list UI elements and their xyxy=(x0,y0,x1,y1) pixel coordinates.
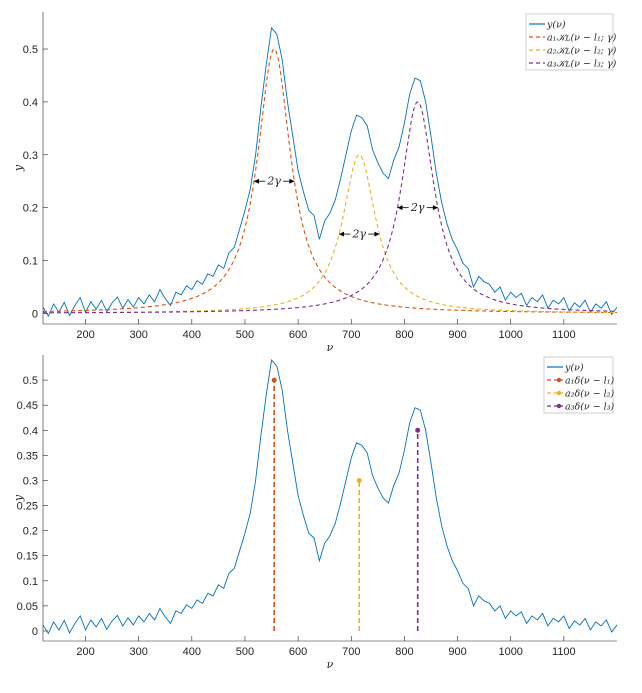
y-tick-label: 0.3 xyxy=(23,150,38,162)
legend-entry-1: y(ν) xyxy=(564,363,584,374)
fwhm-annotation-1: 2γ xyxy=(253,175,295,188)
legend-entry-2: a₁δ(ν − l₁) xyxy=(565,376,615,387)
x-tick-label: 500 xyxy=(236,646,254,658)
data-line xyxy=(43,358,617,635)
legend-marker-4 xyxy=(556,403,562,409)
legend-entry-1: y(ν) xyxy=(546,20,566,31)
fwhm-annotation-2: 2γ xyxy=(339,228,380,241)
x-tick-label: 700 xyxy=(342,329,360,341)
y-tick-label: 0.25 xyxy=(17,501,38,513)
x-tick-label: 1000 xyxy=(498,646,522,658)
x-tick-label: 800 xyxy=(395,646,413,658)
legend-entry-3: a₂𝒦ʟ(ν − l₂; γ) xyxy=(547,46,617,57)
y-tick-label: 0.15 xyxy=(17,551,38,563)
legend-entry-3: a₂δ(ν − l₂) xyxy=(565,389,615,400)
plot-area: 2γ 2γ 2γ xyxy=(43,26,617,318)
arrow-head-right xyxy=(432,205,438,211)
y-tick-label: 0.1 xyxy=(23,576,38,588)
legend-entry-4: a₃δ(ν − l₃) xyxy=(565,402,615,413)
x-tick-label: 1000 xyxy=(498,329,522,341)
stem-marker-3 xyxy=(415,427,421,433)
plot-area xyxy=(43,358,617,635)
axes-1: 2γ 2γ 2γ 200 300 400 500 600 700 800 900 1000 1100 0 0… xyxy=(12,12,617,354)
x-tick-label: 1100 xyxy=(552,646,576,658)
legend: y(ν) a₁𝒦ʟ(ν − l₁; γ) a₂𝒦ʟ(ν − l₂; γ) a₃𝒦ʟ(ν… xyxy=(525,13,617,71)
arrow-head-left xyxy=(397,205,403,211)
y-tick-label: 0.05 xyxy=(17,601,38,613)
annotation-label: 2γ xyxy=(266,175,281,188)
lorentzian-component-3 xyxy=(43,101,617,314)
fwhm-annotation-3: 2γ xyxy=(397,201,438,214)
legend-entry-2: a₁𝒦ʟ(ν − l₁; γ) xyxy=(547,33,617,44)
x-tick-label: 700 xyxy=(342,646,360,658)
legend-entry-4: a₃𝒦ʟ(ν − l₃; γ) xyxy=(547,59,617,70)
y-tick-label: 0.3 xyxy=(23,475,38,487)
stem-marker-1 xyxy=(271,377,277,383)
annotation-label: 2γ xyxy=(410,201,425,214)
y-tick-label: 0.1 xyxy=(23,256,38,268)
y-tick-label: 0 xyxy=(32,308,38,320)
arrow-head-right xyxy=(374,231,380,237)
legend-box xyxy=(543,356,614,414)
y-tick-label: 0.5 xyxy=(23,375,38,387)
legend: y(ν) a₁δ(ν − l₁) a₂δ(ν − l₂) a₃δ(ν − l₃) xyxy=(543,356,615,414)
y-tick-label: 0.4 xyxy=(23,425,38,437)
x-tick-label: 600 xyxy=(289,329,307,341)
y-tick-label: 0.35 xyxy=(17,450,38,462)
y-tick-label: 0.2 xyxy=(23,203,38,215)
y-tick-label: 0.2 xyxy=(23,526,38,538)
x-tick-label: 300 xyxy=(129,646,147,658)
arrow-head-left xyxy=(253,178,259,184)
stem-marker-2 xyxy=(356,477,362,483)
arrow-head-right xyxy=(289,178,295,184)
x-tick-label: 300 xyxy=(129,329,147,341)
x-axis-label: ν xyxy=(327,658,334,671)
data-line xyxy=(43,26,617,318)
lorentzian-component-1 xyxy=(43,48,617,314)
x-tick-label: 800 xyxy=(395,329,413,341)
x-tick-label: 200 xyxy=(76,329,94,341)
x-tick-label: 900 xyxy=(448,329,466,341)
x-tick-label: 400 xyxy=(183,646,201,658)
x-tick-label: 200 xyxy=(76,646,94,658)
y-tick-label: 0.45 xyxy=(17,400,38,412)
x-axis-label: ν xyxy=(327,341,334,354)
axes-2: 200 300 400 500 600 700 800 900 1000 1100 0 0.05 0.1… xyxy=(12,355,617,671)
y-axis-label: y xyxy=(12,164,25,172)
y-tick-label: 0.5 xyxy=(23,44,38,56)
x-tick-label: 900 xyxy=(448,646,466,658)
y-axis-label: y xyxy=(12,494,25,502)
legend-marker-2 xyxy=(556,377,562,383)
x-tick-label: 600 xyxy=(289,646,307,658)
legend-box xyxy=(525,13,614,71)
legend-marker-3 xyxy=(556,390,562,396)
x-tick-label: 400 xyxy=(183,329,201,341)
y-tick-label: 0.4 xyxy=(23,97,38,109)
x-tick-label: 1100 xyxy=(552,329,576,341)
arrow-head-left xyxy=(339,231,345,237)
annotation-label: 2γ xyxy=(351,228,366,241)
y-tick-label: 0 xyxy=(32,626,38,638)
x-tick-label: 500 xyxy=(236,329,254,341)
lorentzian-component-2 xyxy=(43,154,617,314)
